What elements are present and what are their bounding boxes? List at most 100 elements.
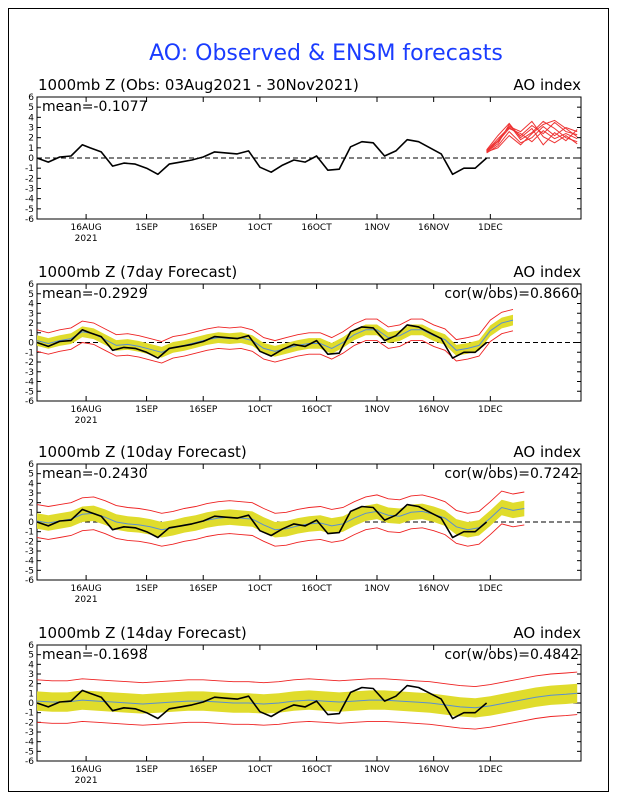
- ensemble-member-line-3: [486, 125, 578, 154]
- spread-band: [37, 314, 513, 358]
- y-tick-label: -1: [25, 164, 34, 174]
- y-tick-label: 2: [28, 319, 34, 329]
- ensemble-member-line-2: [486, 121, 578, 152]
- x-tick-label: 16SEP: [189, 584, 218, 594]
- panels-group: 1000mb Z (Obs: 03Aug2021 - 30Nov2021) AO …: [25, 76, 582, 786]
- y-tick-label: 6: [28, 641, 34, 651]
- x-tick-label: 1NOV: [364, 765, 390, 775]
- spread-band: [37, 499, 525, 538]
- x-tick-label: 16AUG: [71, 223, 102, 233]
- x-tick-label: 16SEP: [189, 405, 218, 415]
- y-tick-label: 1: [28, 689, 34, 699]
- y-tick-label: 4: [28, 660, 34, 670]
- y-tick-label: -1: [25, 709, 34, 719]
- figure-border: [8, 8, 609, 792]
- y-tick-label: 5: [28, 470, 34, 480]
- x-tick-label: 1NOV: [364, 223, 390, 233]
- x-tick-label: 16NOV: [418, 765, 450, 775]
- y-tick-label: -6: [25, 576, 34, 586]
- y-tick-label: -2: [25, 537, 34, 547]
- x-tick-label: 1DEC: [478, 584, 503, 594]
- observed-line: [36, 324, 488, 359]
- y-tick-label: 3: [28, 124, 34, 134]
- year-label: 2021: [75, 776, 98, 786]
- x-tick-label: 16NOV: [418, 223, 450, 233]
- y-tick-label: 1: [28, 508, 34, 518]
- x-tick-label: 1SEP: [135, 765, 158, 775]
- x-tick-label: 1SEP: [135, 223, 158, 233]
- ensemble-member-line-7: [486, 120, 578, 152]
- y-tick-label: 3: [28, 309, 34, 319]
- panel-title: 1000mb Z (7day Forecast): [38, 263, 237, 281]
- y-tick-label: 4: [28, 300, 34, 310]
- y-tick-label: 4: [28, 479, 34, 489]
- envelope-lower: [36, 523, 525, 547]
- y-tick-label: 2: [28, 680, 34, 690]
- figure-title: AO: Observed & ENSM forecasts: [149, 41, 503, 66]
- y-tick-label: 4: [28, 113, 34, 123]
- mean-stat: mean=-0.1698: [42, 647, 147, 663]
- y-tick-label: 3: [28, 670, 34, 680]
- y-tick-label: -3: [25, 547, 34, 557]
- y-tick-label: 6: [28, 460, 34, 470]
- panel-3: 1000mb Z (10day Forecast) AO index mean=-0…: [25, 443, 582, 605]
- x-tick-label: 16OCT: [301, 584, 332, 594]
- y-tick-label: 6: [28, 93, 34, 103]
- y-tick-label: -2: [25, 358, 34, 368]
- envelope-upper: [36, 308, 514, 342]
- mean-stat: mean=-0.1077: [42, 99, 147, 115]
- y-tick-label: 6: [28, 280, 34, 290]
- y-tick-label: -6: [25, 397, 34, 407]
- x-tick-label: 16SEP: [189, 223, 218, 233]
- panel-right-label: AO index: [513, 624, 581, 642]
- observed-line: [36, 684, 488, 720]
- y-tick-label: 0: [28, 699, 34, 709]
- panel-right-label: AO index: [513, 443, 581, 461]
- envelope-upper: [36, 490, 525, 514]
- panel-right-label: AO index: [513, 76, 581, 94]
- x-tick-label: 1NOV: [364, 405, 390, 415]
- x-tick-label: 1DEC: [478, 405, 503, 415]
- y-tick-label: 0: [28, 154, 34, 164]
- year-label: 2021: [75, 416, 98, 426]
- x-tick-label: 16OCT: [301, 223, 332, 233]
- y-tick-label: 0: [28, 518, 34, 528]
- y-tick-label: -4: [25, 738, 34, 748]
- mean-stat: mean=-0.2929: [42, 286, 147, 302]
- x-tick-label: 16OCT: [301, 765, 332, 775]
- x-tick-label: 1OCT: [248, 405, 273, 415]
- y-tick-label: 5: [28, 290, 34, 300]
- panel-title: 1000mb Z (14day Forecast): [38, 624, 247, 642]
- correlation-stat: cor(w/obs)=0.7242: [444, 466, 579, 482]
- ensemble-member-line-6: [486, 119, 578, 153]
- y-tick-label: -2: [25, 174, 34, 184]
- y-tick-label: 1: [28, 329, 34, 339]
- x-tick-label: 1OCT: [248, 584, 273, 594]
- x-tick-label: 1DEC: [478, 223, 503, 233]
- x-tick-label: 16AUG: [71, 584, 102, 594]
- year-label: 2021: [75, 595, 98, 605]
- observed-line: [36, 138, 488, 176]
- x-tick-label: 16NOV: [418, 584, 450, 594]
- y-tick-label: -2: [25, 718, 34, 728]
- x-tick-label: 16SEP: [189, 765, 218, 775]
- y-tick-label: -3: [25, 185, 34, 195]
- x-tick-label: 16OCT: [301, 405, 332, 415]
- x-tick-label: 1NOV: [364, 584, 390, 594]
- y-tick-label: -5: [25, 387, 34, 397]
- y-tick-label: -4: [25, 378, 34, 388]
- y-tick-label: 5: [28, 651, 34, 661]
- ensemble-mean-line: [36, 692, 578, 709]
- y-tick-label: 5: [28, 103, 34, 113]
- y-tick-label: -6: [25, 757, 34, 767]
- panel-1: 1000mb Z (Obs: 03Aug2021 - 30Nov2021) AO …: [25, 76, 582, 244]
- envelope-lower: [36, 330, 514, 364]
- y-tick-label: -3: [25, 728, 34, 738]
- panel-2: 1000mb Z (7day Forecast) AO index mean=-0.…: [25, 263, 582, 426]
- y-tick-label: -6: [25, 215, 34, 225]
- y-tick-label: 2: [28, 499, 34, 509]
- ensemble-member-line-4: [486, 127, 578, 153]
- y-tick-label: -4: [25, 557, 34, 567]
- x-tick-label: 16AUG: [71, 405, 102, 415]
